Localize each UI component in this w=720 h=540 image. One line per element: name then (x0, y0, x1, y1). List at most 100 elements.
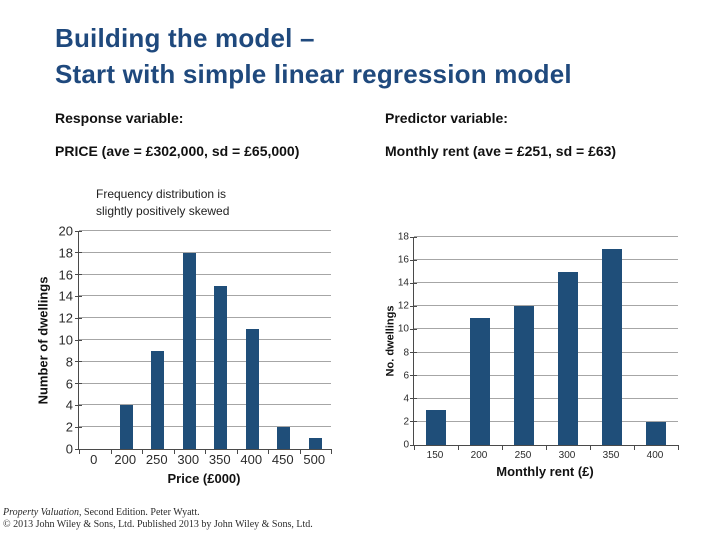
y-tick-mark (410, 236, 417, 238)
page-title: Building the model – Start with simple l… (55, 20, 572, 92)
gridline (79, 317, 331, 319)
x-tick-mark (268, 449, 269, 454)
title-line-1: Building the model – (55, 23, 315, 53)
x-tick-mark (590, 445, 591, 450)
x-tick-mark (458, 445, 459, 450)
x-tick-mark (299, 449, 301, 454)
bar-250 (151, 350, 165, 449)
y-tick-mark (75, 361, 82, 363)
x-tick-label: 400 (240, 452, 263, 467)
y-tick-mark (75, 383, 82, 385)
y-tick-mark (410, 352, 417, 354)
bar-350 (602, 248, 622, 445)
gridline (414, 236, 678, 237)
x-tick-label: 250 (145, 452, 168, 467)
rent-histogram-plot-area (410, 236, 679, 450)
x-tick-label: 250 (514, 450, 532, 461)
response-variable-value: PRICE (ave = £302,000, sd = £65,000) (55, 143, 300, 159)
y-tick-mark (75, 339, 82, 341)
y-tick-label: 18 (58, 245, 73, 261)
predictor-variable-value: Monthly rent (ave = £251, sd = £63) (385, 143, 617, 159)
y-tick-label: 4 (65, 397, 73, 413)
x-tick-label: 200 (470, 450, 488, 461)
annotation-line-2: slightly positively skewed (96, 204, 230, 218)
y-axis-title-text: No. dwellings (384, 305, 396, 377)
y-axis-title-text: Number of dwellings (35, 276, 51, 404)
annotation-line-1: Frequency distribution is (96, 187, 227, 201)
price-histogram-y-ticks: 0 2 4 6 8 10 12 14 16 18 20 (50, 224, 76, 457)
x-tick-mark (110, 449, 112, 454)
bar-300 (558, 271, 578, 445)
y-tick-label: 0 (65, 441, 73, 457)
y-tick-label: 18 (397, 231, 409, 243)
rent-histogram-y-ticks: 0 2 4 6 8 10 12 14 16 18 (396, 232, 412, 451)
y-tick-mark (75, 295, 82, 297)
x-tick-mark (678, 445, 679, 450)
bar-400 (645, 421, 666, 445)
x-tick-mark (502, 445, 503, 450)
bar-150 (425, 410, 446, 445)
x-tick-label: 200 (114, 452, 137, 467)
y-tick-label: 2 (65, 419, 73, 435)
y-tick-label: 6 (403, 370, 409, 382)
bar-200 (119, 405, 133, 449)
x-tick-label: 150 (426, 450, 444, 461)
x-tick-label: 0 (90, 452, 98, 467)
x-tick-label: 300 (558, 450, 576, 461)
gridline (79, 404, 331, 406)
y-tick-mark (75, 317, 82, 319)
y-tick-label: 8 (403, 347, 409, 359)
footer-line-1: Property Valuation, Second Edition. Pete… (3, 507, 313, 519)
x-tick-mark (546, 445, 547, 450)
y-tick-label: 16 (397, 254, 409, 266)
y-tick-mark (410, 328, 417, 330)
gridline (79, 251, 331, 253)
y-tick-label: 10 (58, 332, 73, 348)
x-tick-label: 450 (271, 452, 294, 467)
book-title: Property Valuation (3, 507, 80, 518)
x-tick-mark (173, 449, 175, 454)
gridline (79, 360, 331, 362)
y-tick-label: 16 (58, 267, 73, 283)
x-tick-mark (634, 445, 635, 450)
x-tick-mark (331, 449, 332, 454)
x-tick-label: 350 (602, 450, 620, 461)
gridline (79, 295, 331, 297)
x-tick-label: 300 (177, 452, 200, 467)
bar-300 (182, 252, 196, 449)
gridline (79, 339, 331, 340)
y-tick-mark (410, 375, 417, 377)
y-tick-label: 10 (397, 323, 409, 335)
y-tick-label: 2 (403, 416, 409, 428)
rent-histogram-x-ticks: 150 200 250 300 350 400 (413, 447, 677, 461)
y-tick-mark (75, 252, 82, 254)
x-tick-label: 400 (646, 450, 664, 461)
gridline (79, 382, 331, 384)
x-tick-mark (79, 449, 80, 454)
bar-450 (277, 427, 291, 449)
y-tick-mark (75, 448, 82, 450)
gridline (414, 420, 678, 422)
rent-histogram-x-axis-title: Monthly rent (£) (496, 464, 594, 479)
bar-350 (214, 285, 228, 449)
title-line-2: Start with simple linear regression mode… (55, 59, 572, 89)
x-tick-mark (205, 449, 206, 454)
y-tick-mark (410, 421, 417, 423)
bar-400 (245, 329, 259, 449)
y-tick-label: 12 (58, 310, 73, 326)
y-tick-mark (410, 282, 417, 284)
gridline (79, 230, 331, 231)
gridline (414, 397, 678, 399)
y-tick-label: 8 (65, 354, 73, 370)
y-tick-mark (410, 444, 417, 446)
bar-250 (514, 306, 534, 445)
gridline (414, 374, 678, 376)
y-tick-mark (410, 398, 417, 400)
gridline (79, 273, 331, 275)
x-tick-label: 350 (208, 452, 231, 467)
x-tick-mark (236, 449, 238, 454)
y-tick-label: 0 (403, 439, 409, 451)
y-tick-label: 20 (58, 223, 73, 239)
bar-200 (470, 317, 490, 445)
